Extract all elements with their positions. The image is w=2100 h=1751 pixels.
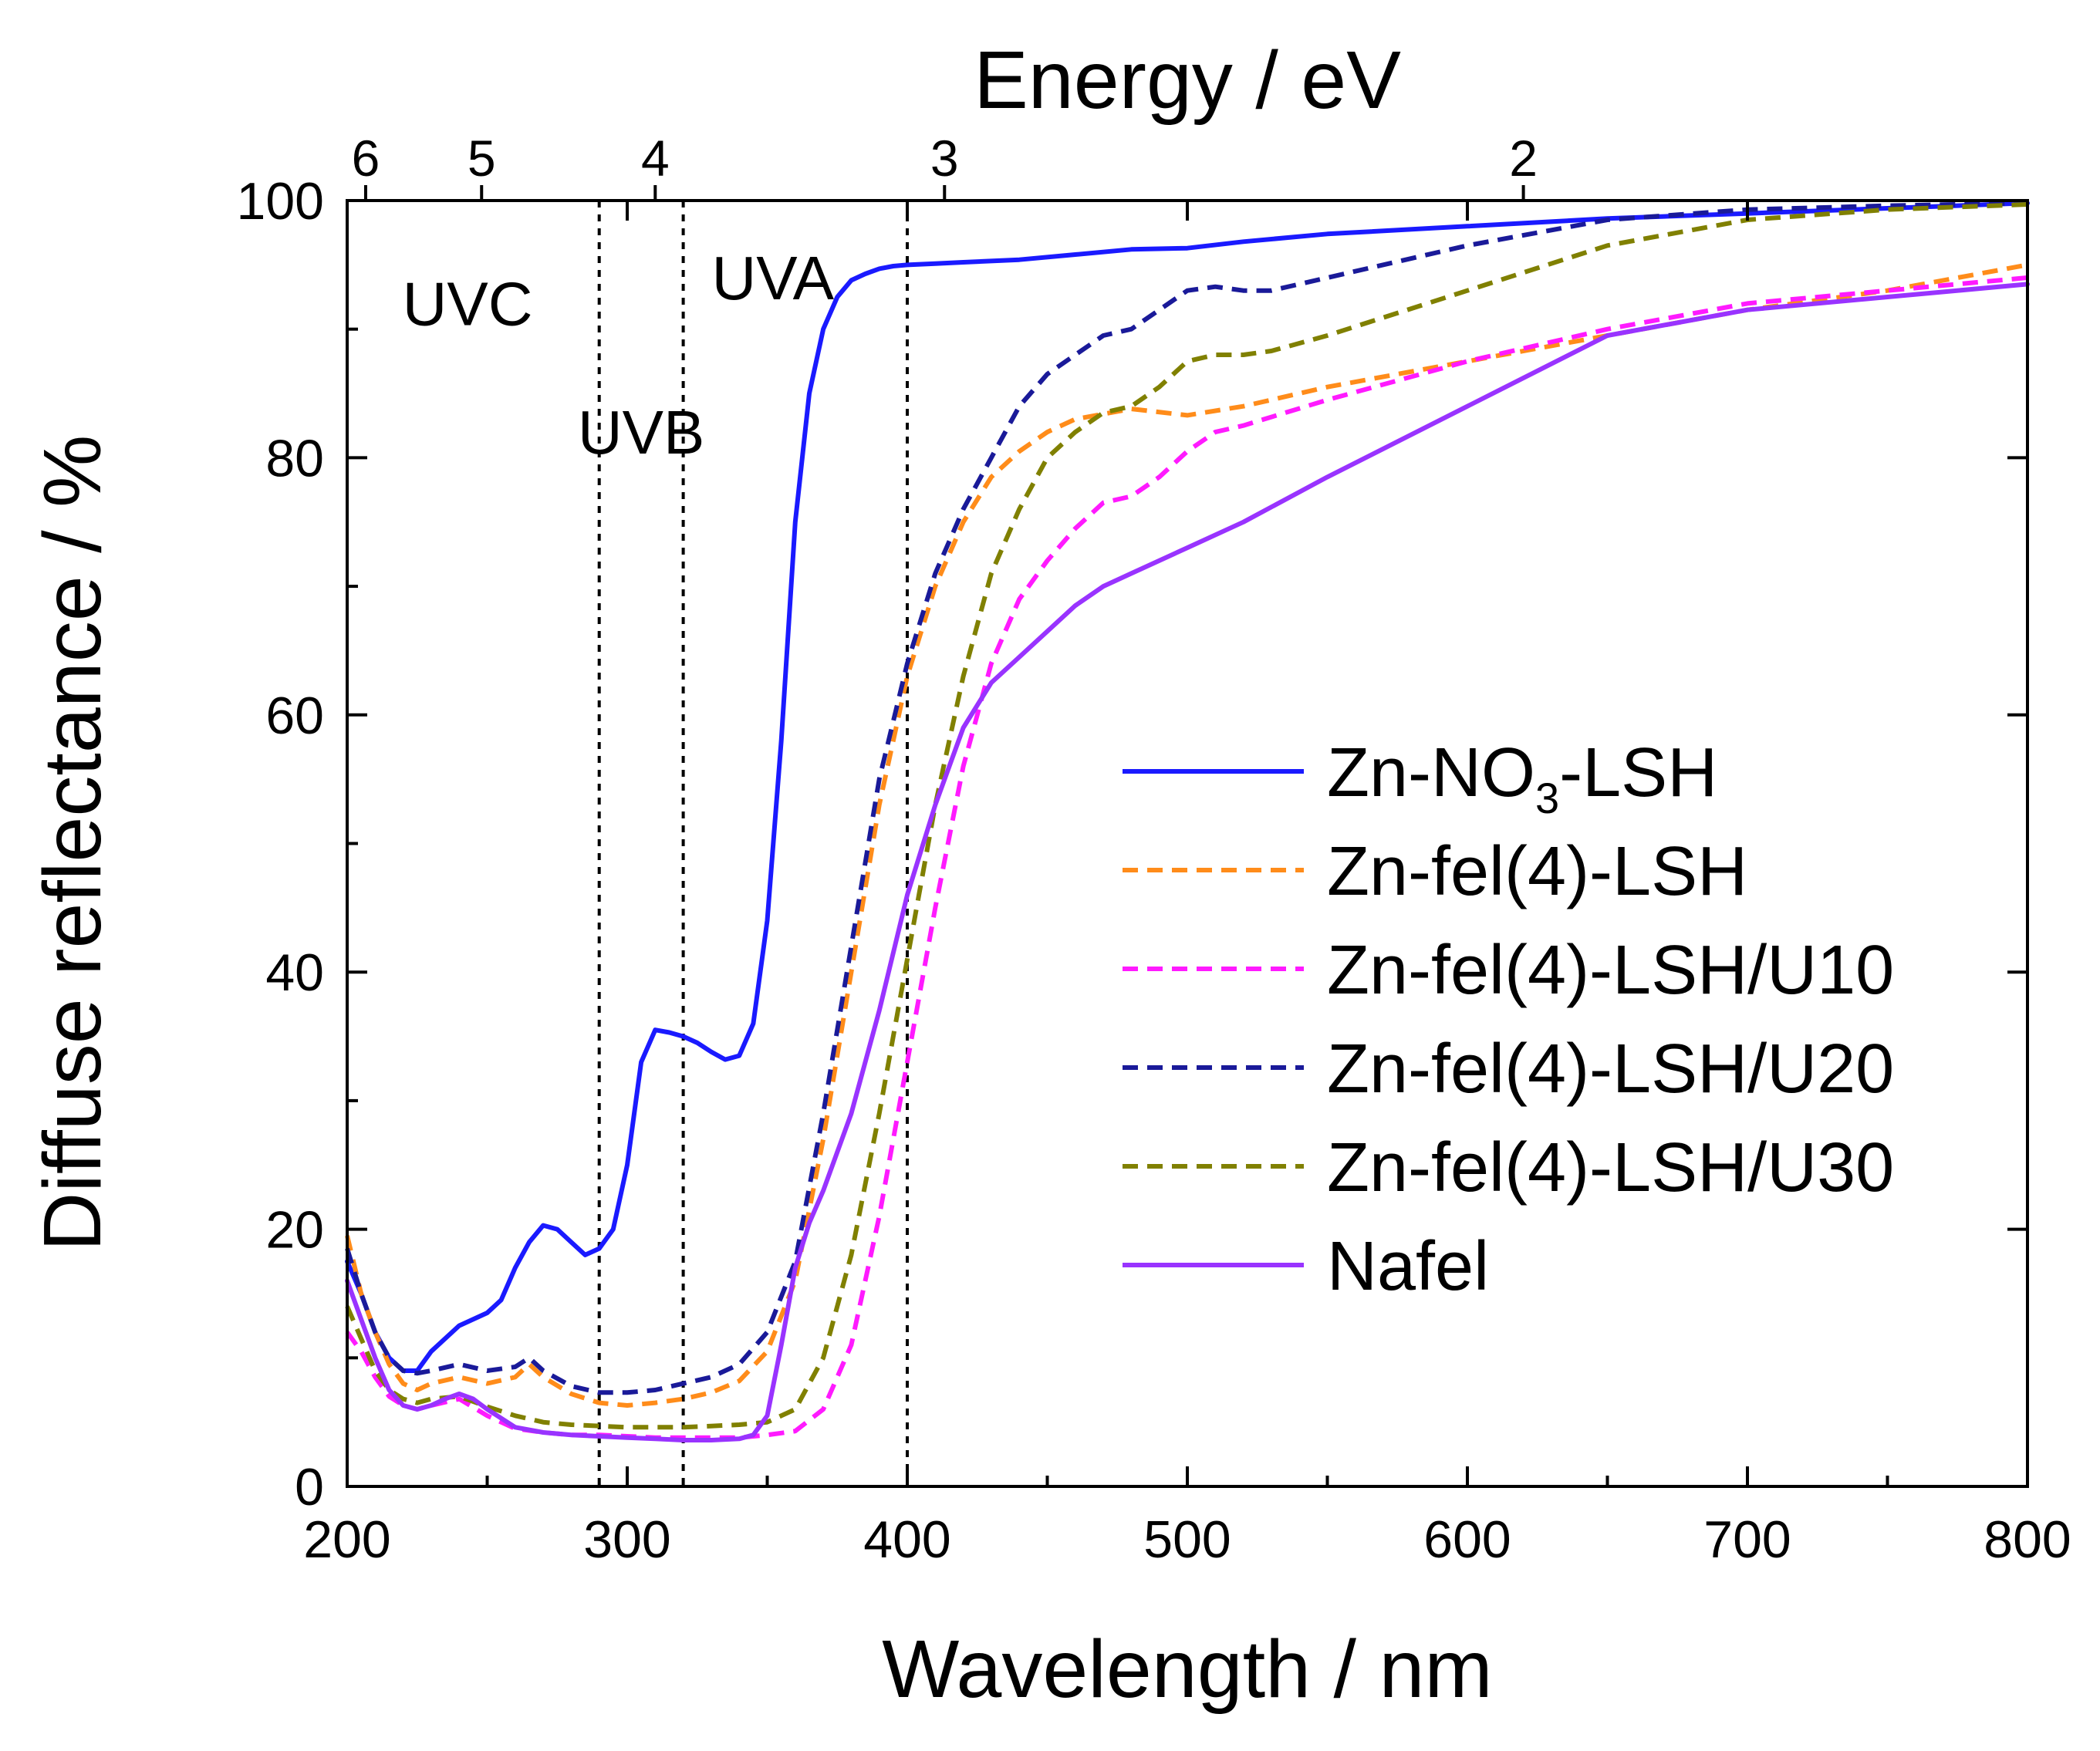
- series-line-5: [345, 282, 2030, 1442]
- y-tick-label: 100: [237, 172, 324, 231]
- top-axis-title: Energy / eV: [974, 35, 1401, 126]
- top-tick-label: 3: [930, 130, 959, 187]
- y-tick-label: 60: [265, 687, 324, 745]
- series-layer: [345, 201, 2030, 1442]
- x-tick-label: 400: [863, 1510, 950, 1569]
- axis-ticks: 200 300 400 500 600 700 800 0 20 40 60 80 100 6 5 4 3 2: [237, 130, 2071, 1569]
- region-labels: UVC UVB UVA: [403, 244, 835, 467]
- legend-label-4: Zn-fel(4)-LSH/U30: [1327, 1129, 1894, 1206]
- y-tick-label: 80: [265, 429, 324, 488]
- y-tick-label: 20: [265, 1201, 324, 1260]
- legend-label-3: Zn-fel(4)-LSH/U20: [1327, 1031, 1894, 1108]
- series-line-0: [345, 201, 2030, 1373]
- x-tick-label: 300: [583, 1510, 670, 1569]
- legend-label-2: Zn-fel(4)-LSH/U10: [1327, 932, 1894, 1009]
- series-line-1: [345, 262, 2028, 1408]
- reference-lines: [597, 201, 909, 1486]
- legend-label-5: Nafel: [1327, 1228, 1489, 1305]
- x-tick-label: 800: [1984, 1510, 2071, 1569]
- x-tick-label: 700: [1703, 1510, 1791, 1569]
- region-label-uvb: UVB: [578, 398, 705, 467]
- legend-label-1: Zn-fel(4)-LSH: [1327, 833, 1747, 910]
- region-label-uvc: UVC: [403, 269, 533, 338]
- x-tick-label: 500: [1143, 1510, 1231, 1569]
- y-tick-label: 40: [265, 943, 324, 1002]
- top-tick-label: 5: [468, 130, 496, 187]
- legend: Zn-NO3-LSH Zn-fel(4)-LSH Zn-fel(4)-LSH/U10…: [1123, 734, 1894, 1305]
- series-line-3: [345, 201, 2028, 1395]
- top-tick-label: 2: [1509, 130, 1538, 187]
- region-label-uva: UVA: [711, 244, 834, 312]
- x-tick-label: 200: [303, 1510, 390, 1569]
- x-tick-label: 600: [1423, 1510, 1511, 1569]
- legend-subscript: 3: [1535, 774, 1559, 822]
- y-axis-title: Diffuse reflectance / %: [27, 435, 118, 1252]
- legend-label-tail: -LSH: [1559, 734, 1717, 811]
- legend-label-0: Zn-NO3-LSH: [1327, 734, 1717, 822]
- top-tick-label: 6: [352, 130, 380, 187]
- x-axis-title: Wavelength / nm: [882, 1624, 1492, 1715]
- y-tick-label: 0: [295, 1458, 324, 1517]
- series-line-4: [345, 202, 2028, 1430]
- series-line-2: [345, 275, 2028, 1440]
- top-tick-label: 4: [641, 130, 670, 187]
